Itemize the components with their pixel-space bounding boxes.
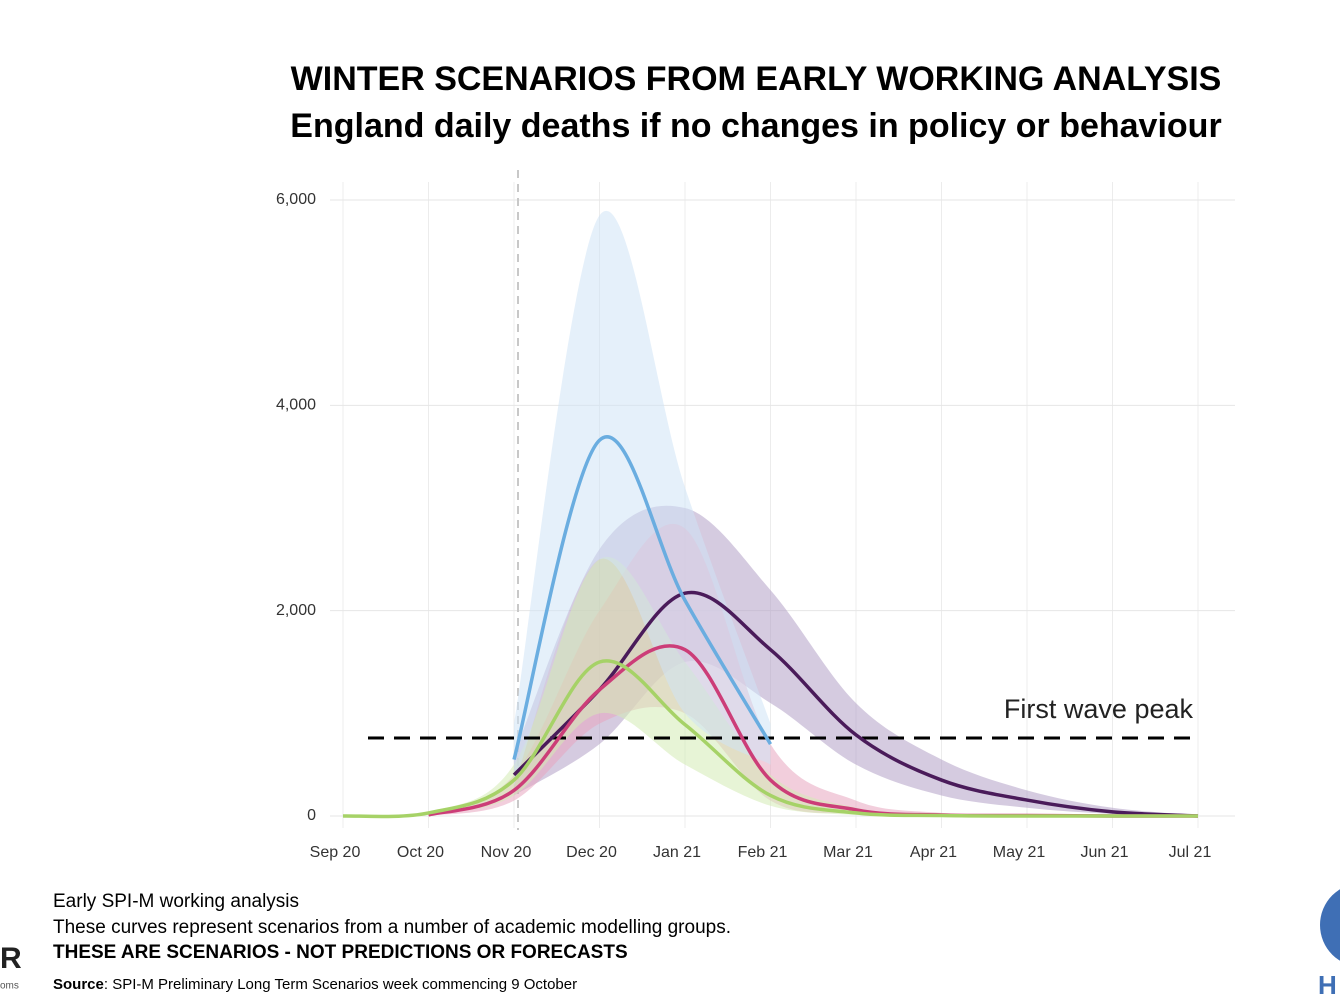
scenario-line xyxy=(512,435,773,760)
x-tick-label: Mar 21 xyxy=(823,844,873,861)
reference-label: First wave peak xyxy=(1004,694,1194,724)
x-tick-label: Feb 21 xyxy=(738,844,788,861)
x-tick-label: Jun 21 xyxy=(1080,844,1128,861)
y-tick-label: 4,000 xyxy=(276,397,316,414)
x-tick-label: Apr 21 xyxy=(910,844,957,861)
x-tick-label: Jan 21 xyxy=(653,844,701,861)
x-tick-label: Jul 21 xyxy=(1169,844,1212,861)
logo-right: H xyxy=(1318,970,1337,1000)
uncertainty-band xyxy=(514,210,771,786)
logo-left-sub: oms xyxy=(0,981,19,992)
y-tick-label: 6,000 xyxy=(276,191,316,208)
source-label: Source xyxy=(53,976,104,993)
logo-left: R xyxy=(0,942,22,975)
source-text: : SPI-M Preliminary Long Term Scenarios … xyxy=(104,976,577,993)
footer-line: These curves represent scenarios from a … xyxy=(53,917,731,938)
slide-title: WINTER SCENARIOS FROM EARLY WORKING ANAL… xyxy=(291,60,1222,98)
logo-circle xyxy=(1320,889,1340,961)
scenario-line xyxy=(512,590,1199,818)
plot: Sep 20 Oct 20 Nov 20 Dec 20 Jan 21 Feb 21 Mar … xyxy=(276,170,1235,861)
source: Source: SPI-M Preliminary Long Term Scen… xyxy=(53,976,577,993)
slide-subtitle: England daily deaths if no changes in po… xyxy=(290,107,1221,145)
y-tick-label: 2,000 xyxy=(276,602,316,619)
x-tick-label: Dec 20 xyxy=(566,844,617,861)
footer-warning: THESE ARE SCENARIOS - NOT PREDICTIONS OR… xyxy=(53,942,628,963)
footer-line: Early SPI-M working analysis xyxy=(53,891,299,912)
x-tick-label: Nov 20 xyxy=(481,844,532,861)
y-tick-label: 0 xyxy=(307,807,316,824)
x-tick-label: May 21 xyxy=(993,844,1046,861)
x-tick-label: Oct 20 xyxy=(397,844,444,861)
x-tick-label: Sep 20 xyxy=(310,844,361,861)
scenario-line xyxy=(342,659,1198,819)
